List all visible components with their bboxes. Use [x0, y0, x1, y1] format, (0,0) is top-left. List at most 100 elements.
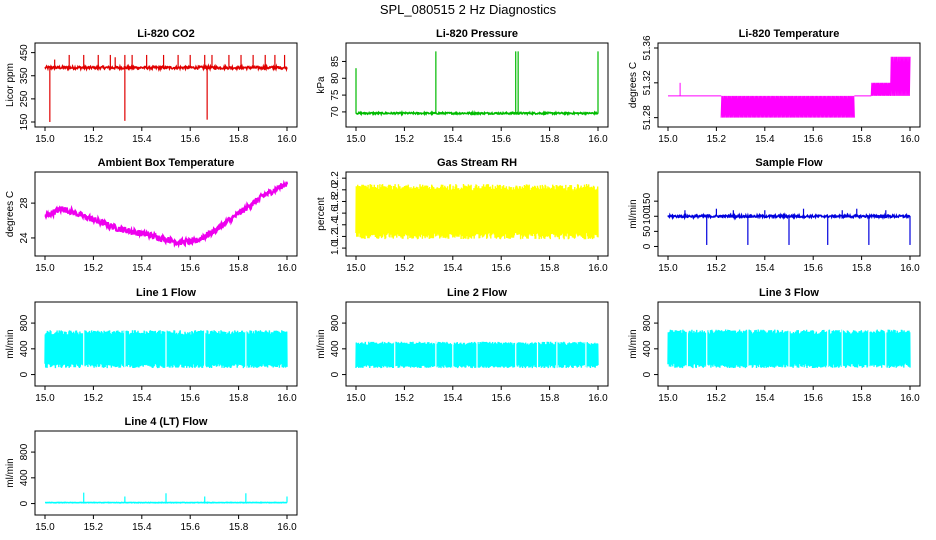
panel-title: Line 2 Flow	[447, 287, 507, 299]
x-tick-label: 15.6	[803, 134, 823, 145]
y-tick-label: 0	[19, 500, 30, 506]
figure-title: SPL_080515 2 Hz Diagnostics	[379, 2, 557, 17]
x-tick-label: 15.6	[180, 134, 200, 145]
y-tick-label: 28	[19, 197, 30, 209]
x-tick-label: 15.0	[658, 393, 678, 404]
y-tick-label: 2.0	[330, 182, 341, 196]
x-tick-label: 15.8	[229, 263, 249, 274]
x-tick-label: 15.6	[180, 393, 200, 404]
series-licor-temp	[668, 56, 911, 118]
x-tick-label: 16.0	[588, 134, 608, 145]
series-line	[355, 109, 599, 117]
x-tick-label: 15.2	[707, 263, 727, 274]
panel-line4: Line 4 (LT) Flow 15.0 15.2 15.4 15.6 15.8 16.0…	[5, 416, 298, 533]
y-tick-label: 800	[330, 314, 341, 331]
y-axis-label: ml/min	[5, 329, 16, 358]
x-tick-label: 15.2	[395, 393, 415, 404]
x-tick-label: 15.4	[443, 393, 463, 404]
y-tick-label: 800	[642, 314, 653, 331]
x-tick-label: 15.4	[755, 393, 775, 404]
panel-title: Sample Flow	[755, 157, 823, 169]
y-tick-label: 51.36	[642, 35, 653, 60]
y-axis-label: ml/min	[628, 329, 639, 358]
y-tick-label: 1.8	[330, 194, 341, 208]
y-axis-label: ml/min	[5, 458, 16, 487]
y-tick-label: 50	[642, 225, 653, 237]
y-axis-label: kPa	[316, 76, 327, 94]
y-tick-label: 0	[330, 371, 341, 377]
y-tick-label: 350	[19, 67, 30, 84]
x-tick-label: 15.8	[852, 134, 872, 145]
y-tick-label: 2.2	[330, 171, 341, 185]
x-tick-label: 15.4	[132, 522, 152, 533]
x-tick-label: 15.2	[395, 134, 415, 145]
series-segment	[870, 82, 892, 96]
y-tick-label: 1.6	[330, 206, 341, 220]
y-tick-label: 100	[642, 207, 653, 224]
x-tick-label: 15.2	[84, 263, 104, 274]
series-line2	[355, 341, 599, 369]
x-tick-label: 15.4	[443, 263, 463, 274]
y-tick-label: 1.4	[330, 217, 341, 231]
x-tick-label: 15.6	[803, 393, 823, 404]
y-tick-label: 1.2	[330, 229, 341, 243]
x-tick-label: 15.4	[132, 393, 152, 404]
panel-frame	[657, 301, 921, 387]
y-axis-label: ml/min	[628, 199, 639, 228]
series-line	[44, 63, 288, 73]
x-tick-label: 15.4	[755, 134, 775, 145]
x-tick-label: 15.8	[540, 393, 560, 404]
x-tick-label: 15.2	[395, 263, 415, 274]
y-tick-label: 75	[330, 89, 341, 101]
y-tick-label: 51.32	[642, 70, 653, 95]
panel-line1: Line 1 Flow 15.0 15.2 15.4 15.6 15.8 16.0 0 400 8…	[5, 287, 298, 404]
x-tick-label: 15.0	[35, 263, 55, 274]
y-tick-label: 400	[330, 340, 341, 357]
y-tick-label: 150	[642, 192, 653, 209]
x-tick-label: 15.4	[443, 134, 463, 145]
y-tick-label: 400	[642, 340, 653, 357]
series-line4	[45, 492, 288, 504]
panel-title: Ambient Box Temperature	[98, 157, 235, 169]
panel-frame	[345, 171, 609, 257]
series-line1	[44, 330, 288, 369]
panel-title: Li-820 Temperature	[739, 28, 840, 40]
x-tick-label: 15.2	[707, 393, 727, 404]
panel-title: Gas Stream RH	[437, 157, 517, 169]
panel-frame	[34, 301, 298, 387]
y-tick-label: 51.28	[642, 105, 653, 130]
x-tick-label: 15.2	[84, 522, 104, 533]
series-line	[44, 179, 289, 249]
panel-frame	[657, 171, 921, 257]
panel-title: Line 3 Flow	[759, 287, 819, 299]
x-tick-label: 15.0	[35, 522, 55, 533]
x-tick-label: 15.0	[35, 134, 55, 145]
x-tick-label: 15.8	[229, 134, 249, 145]
panel-title: Li-820 CO2	[137, 28, 194, 40]
y-tick-label: 800	[19, 443, 30, 460]
series-line	[667, 212, 911, 221]
x-tick-label: 16.0	[277, 393, 297, 404]
y-tick-label: 450	[19, 44, 30, 61]
panel-frame	[34, 171, 298, 257]
x-tick-label: 15.6	[180, 263, 200, 274]
y-tick-label: 85	[330, 55, 341, 67]
x-tick-label: 15.0	[346, 134, 366, 145]
y-tick-label: 150	[19, 113, 30, 130]
series-line3	[667, 329, 911, 369]
x-tick-label: 15.6	[491, 263, 511, 274]
x-tick-label: 15.4	[755, 263, 775, 274]
y-tick-label: 400	[19, 340, 30, 357]
x-tick-label: 15.8	[540, 263, 560, 274]
x-tick-label: 16.0	[900, 393, 920, 404]
panel-pressure: Li-820 Pressure 15.0 15.2 15.4 15.6 15.8 16.0 7…	[316, 28, 609, 145]
y-tick-label: 0	[642, 371, 653, 377]
x-tick-label: 15.0	[346, 393, 366, 404]
series-segment	[890, 56, 911, 96]
x-tick-label: 15.2	[84, 393, 104, 404]
panel-frame	[345, 301, 609, 387]
x-tick-label: 15.8	[852, 263, 872, 274]
series-rh	[355, 183, 599, 240]
x-tick-label: 15.8	[229, 393, 249, 404]
